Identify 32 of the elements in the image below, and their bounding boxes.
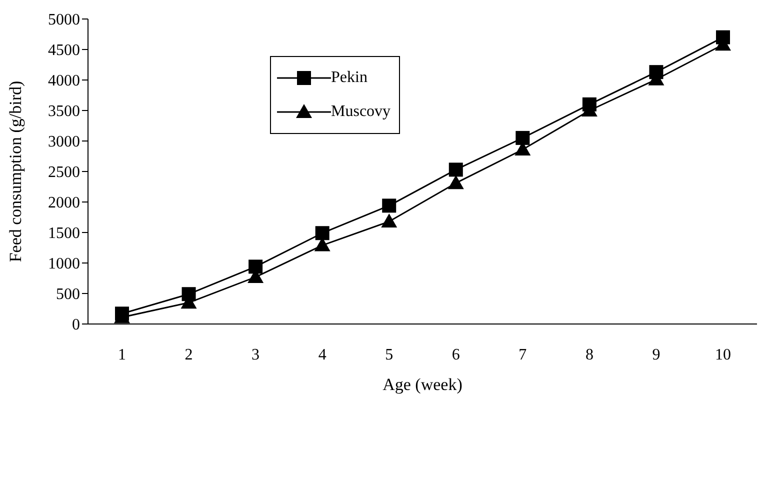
- y-tick-label: 2000: [48, 194, 80, 212]
- point: [448, 162, 463, 177]
- point: [382, 198, 396, 213]
- x-axis-title: Age (week): [382, 375, 462, 394]
- x-tick-label: 1: [118, 346, 126, 364]
- point: [516, 130, 530, 145]
- point: [248, 260, 263, 274]
- legend-label: Pekin: [331, 69, 368, 87]
- y-tick-label: 2500: [48, 164, 80, 182]
- x-tick-label: 7: [518, 346, 527, 364]
- x-tick-label: 2: [184, 346, 193, 364]
- y-tick-label: 3000: [48, 134, 80, 151]
- x-tick-label: 10: [715, 346, 731, 364]
- y-tick-label: 500: [56, 286, 80, 304]
- x-tick-label: 5: [385, 346, 394, 364]
- legend-label: Muscovy: [331, 103, 391, 121]
- y-tick-label: 1500: [48, 225, 80, 242]
- y-tick-label: 0: [72, 316, 80, 334]
- y-tick-label: 1000: [48, 256, 80, 273]
- point: [315, 226, 330, 240]
- y-tick-label: 4000: [48, 72, 80, 90]
- y-axis-title: Feed consumption (g/bird): [6, 80, 26, 262]
- x-tick-label: 3: [252, 346, 260, 364]
- x-tick-label: 8: [585, 346, 594, 364]
- x-tick-label: 4: [318, 346, 326, 364]
- point: [381, 214, 398, 228]
- y-tick-label: 5000: [48, 12, 80, 29]
- x-tick-label: 6: [452, 346, 460, 364]
- x-tick-label: 9: [652, 346, 660, 364]
- y-tick-label: 4500: [48, 42, 80, 60]
- y-tick-label: 3500: [48, 103, 80, 120]
- point: [448, 175, 464, 190]
